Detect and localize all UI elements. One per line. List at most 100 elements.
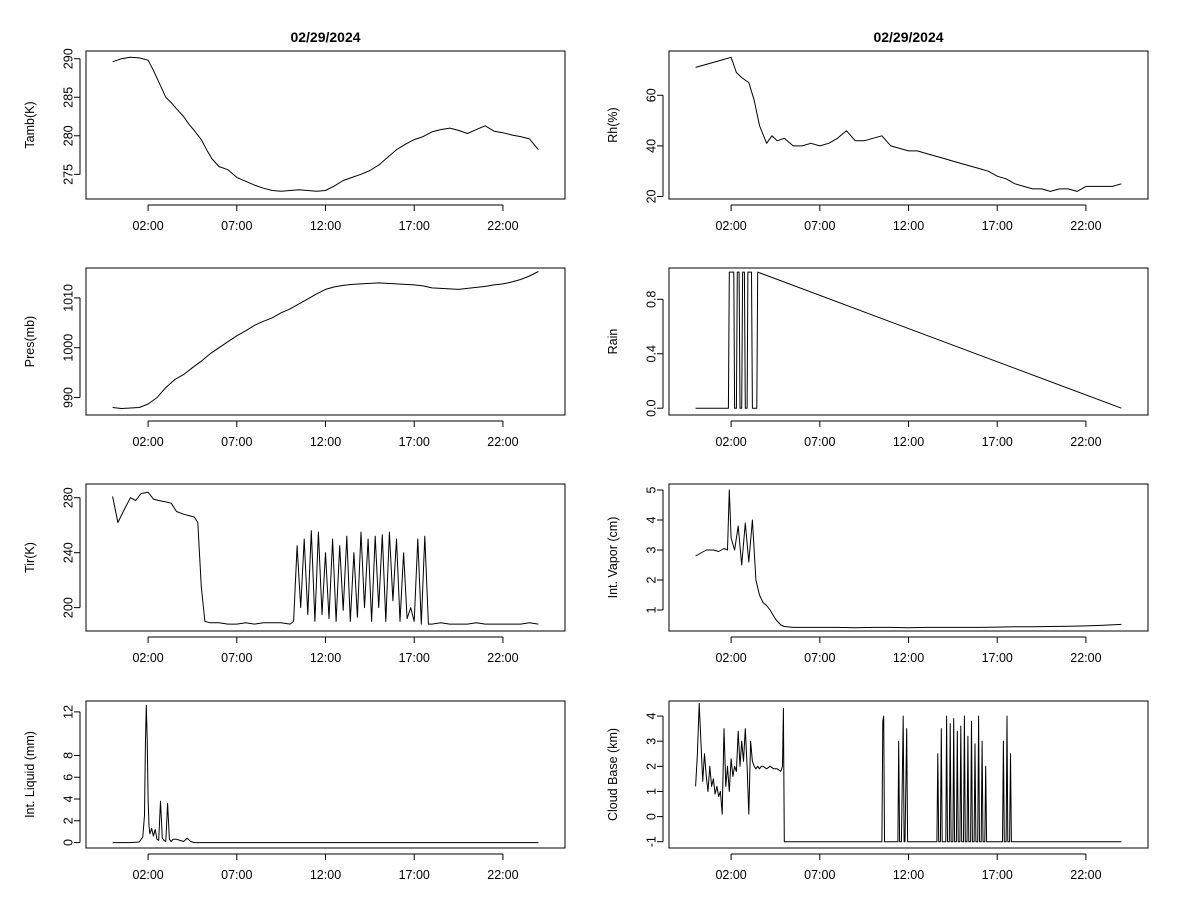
int-vapor-x-tick-label: 12:00: [893, 651, 924, 665]
pres-series-line: [112, 271, 539, 409]
rh-series-line: [695, 56, 1122, 192]
rain-y-tick-label: 0.0: [644, 399, 658, 416]
int-liquid-y-tick-label: 0: [61, 839, 75, 846]
panel-cloud-base: -1 0 1 2 3 4 02:00 07:00 12:00 17:00 22:00 Cloud Ba…: [606, 700, 1149, 882]
cloud-base-y-tick-label: -1: [644, 836, 658, 847]
rh-y-label: Rh(%): [606, 107, 620, 142]
tir-x-tick-label: 02:00: [132, 651, 163, 665]
int-vapor-y-tick-label: 1: [644, 606, 658, 613]
tir-plot-frame: [85, 483, 566, 632]
tamb-x-tick-label: 12:00: [310, 219, 341, 233]
int-liquid-x-tick-label: 17:00: [399, 868, 430, 882]
rh-x-tick-label: 07:00: [804, 219, 835, 233]
tamb-y-tick-label: 275: [61, 164, 75, 185]
pres-x-tick-label: 17:00: [399, 435, 430, 449]
tamb-title: 02/29/2024: [290, 29, 360, 45]
tamb-y-tick-label: 285: [61, 87, 75, 108]
pres-y-tick-label: 990: [61, 387, 75, 408]
panel-tir: 200 240 280 02:00 07:00 12:00 17:00 22:00 Tir(K): [23, 483, 566, 665]
cloud-base-y-tick-label: 4: [644, 713, 658, 720]
cloud-base-y-tick-label: 2: [644, 763, 658, 770]
int-liquid-x-tick-label: 02:00: [132, 868, 163, 882]
int-vapor-x-tick-label: 07:00: [804, 651, 835, 665]
int-liquid-y-tick-label: 2: [61, 817, 75, 824]
panel-int-vapor: 1 2 3 4 5 02:00 07:00 12:00 17:00 22:00 Int. Vapor…: [606, 483, 1149, 665]
pres-x-tick-label: 02:00: [132, 435, 163, 449]
rain-x-tick-label: 22:00: [1070, 435, 1101, 449]
rain-x-tick-label: 12:00: [893, 435, 924, 449]
int-vapor-series-line: [695, 489, 1122, 629]
int-liquid-y-tick-label: 4: [61, 795, 75, 802]
tir-x-tick-label: 12:00: [310, 651, 341, 665]
int-liquid-x-tick-label: 07:00: [221, 868, 252, 882]
int-vapor-x-tick-label: 02:00: [715, 651, 746, 665]
tir-x-tick-label: 07:00: [221, 651, 252, 665]
panel-rain: 0.0 0.4 0.8 02:00 07:00 12:00 17:00 22:00 Rain: [606, 267, 1149, 449]
tir-y-tick-label: 240: [61, 542, 75, 563]
tir-y-tick-label: 280: [61, 487, 75, 508]
rain-x-tick-label: 17:00: [982, 435, 1013, 449]
int-liquid-x-tick-label: 12:00: [310, 868, 341, 882]
cloud-base-x-tick-label: 02:00: [715, 868, 746, 882]
cloud-base-x-tick-label: 07:00: [804, 868, 835, 882]
int-liquid-y-label: Int. Liquid (mm): [23, 731, 37, 818]
cloud-base-x-tick-label: 17:00: [982, 868, 1013, 882]
int-liquid-y-tick-label: 12: [61, 705, 75, 719]
tamb-plot-frame: [85, 50, 566, 200]
tamb-x-tick-label: 17:00: [399, 219, 430, 233]
pres-x-tick-label: 07:00: [221, 435, 252, 449]
int-liquid-y-tick-label: 8: [61, 752, 75, 759]
rh-y-tick-label: 60: [644, 88, 658, 102]
cloud-base-x-tick-label: 12:00: [893, 868, 924, 882]
int-vapor-y-tick-label: 3: [644, 546, 658, 553]
tamb-y-tick-label: 290: [61, 48, 75, 69]
rain-series-line: [695, 271, 1122, 409]
rain-plot-frame: [668, 267, 1149, 416]
panel-pres: 990 1000 1010 02:00 07:00 12:00 17:00 22:00 Pres…: [23, 267, 566, 449]
rh-y-tick-label: 20: [644, 189, 658, 203]
tir-x-tick-label: 22:00: [487, 651, 518, 665]
int-vapor-y-tick-label: 5: [644, 486, 658, 493]
cloud-base-plot-frame: [668, 700, 1149, 849]
int-vapor-plot-frame: [668, 483, 1149, 632]
tamb-series-line: [112, 56, 539, 192]
rain-x-tick-label: 02:00: [715, 435, 746, 449]
int-liquid-y-tick-label: 6: [61, 774, 75, 781]
panel-tamb: 02/29/2024 275 280 285 290 02:00 07:00 12:00 17:…: [23, 29, 566, 233]
rh-title: 02/29/2024: [873, 29, 943, 45]
int-liquid-plot-frame: [85, 700, 566, 849]
rh-x-tick-label: 17:00: [982, 219, 1013, 233]
tamb-x-tick-label: 22:00: [487, 219, 518, 233]
int-vapor-y-tick-label: 2: [644, 576, 658, 583]
cloud-base-series-line: [695, 703, 1122, 843]
int-vapor-x-tick-label: 22:00: [1070, 651, 1101, 665]
pres-plot-frame: [85, 267, 566, 416]
rain-x-tick-label: 07:00: [804, 435, 835, 449]
tamb-y-label: Tamb(K): [23, 101, 37, 148]
int-liquid-series-line: [112, 704, 539, 844]
rain-y-label: Rain: [606, 329, 620, 355]
cloud-base-x-tick-label: 22:00: [1070, 868, 1101, 882]
pres-y-tick-label: 1010: [61, 284, 75, 312]
rh-y-tick-label: 40: [644, 139, 658, 153]
rain-y-tick-label: 0.8: [644, 291, 658, 308]
tir-y-label: Tir(K): [23, 542, 37, 573]
tir-y-tick-label: 200: [61, 597, 75, 618]
tir-series-line: [112, 491, 539, 625]
int-liquid-x-tick-label: 22:00: [487, 868, 518, 882]
panel-rh: 02/29/2024 20 40 60 02:00 07:00 12:00 17:00 22:0…: [606, 29, 1149, 233]
rh-x-tick-label: 02:00: [715, 219, 746, 233]
int-vapor-y-label: Int. Vapor (cm): [606, 517, 620, 599]
rh-plot-frame: [668, 50, 1149, 200]
int-vapor-y-tick-label: 4: [644, 516, 658, 523]
cloud-base-y-tick-label: 0: [644, 813, 658, 820]
tir-x-tick-label: 17:00: [399, 651, 430, 665]
rh-x-tick-label: 22:00: [1070, 219, 1101, 233]
rh-x-tick-label: 12:00: [893, 219, 924, 233]
cloud-base-y-tick-label: 1: [644, 788, 658, 795]
rain-y-tick-label: 0.4: [644, 345, 658, 362]
tamb-x-tick-label: 07:00: [221, 219, 252, 233]
cloud-base-y-label: Cloud Base (km): [606, 728, 620, 821]
cloud-base-y-tick-label: 3: [644, 738, 658, 745]
